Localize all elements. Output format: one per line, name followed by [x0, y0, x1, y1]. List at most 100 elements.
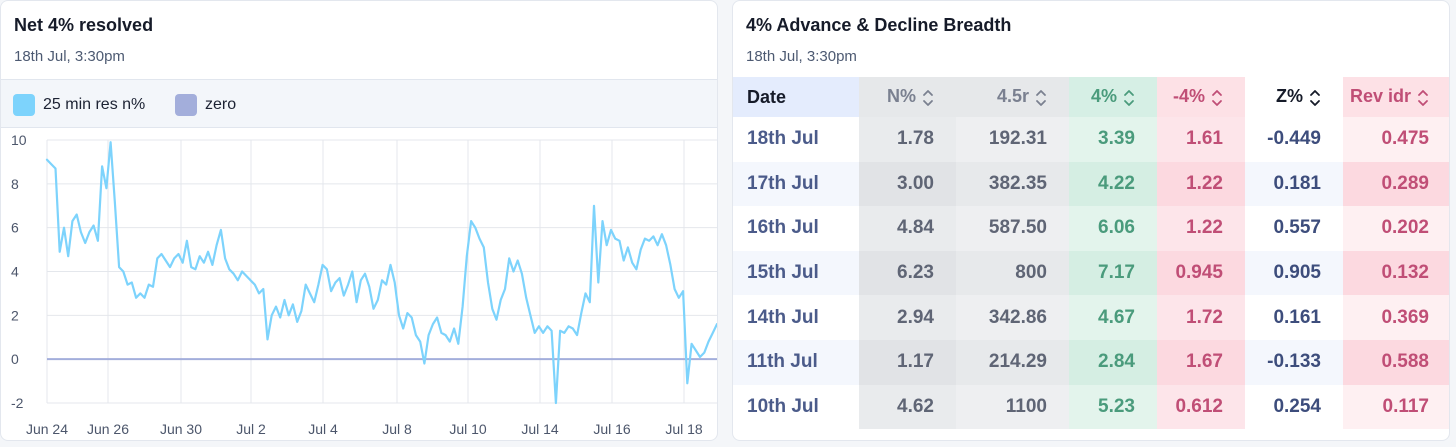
cell-date: 11th Jul	[733, 339, 859, 385]
cell-ratio-4-5: 342.86	[956, 295, 1069, 340]
cell-decline-4pct: 0.612	[1157, 384, 1245, 430]
cell-advance-4pct: 5.23	[1069, 384, 1157, 430]
column-header-label: N%	[886, 86, 916, 107]
cell-date: 18th Jul	[733, 117, 859, 162]
breadth-card: 4% Advance & Decline Breadth 18th Jul, 3…	[732, 0, 1450, 441]
x-tick-label: Jul 16	[593, 421, 631, 437]
cell-advance-4pct: 7.17	[1069, 250, 1157, 296]
cell-rev-idr: 0.289	[1343, 161, 1449, 207]
sort-chevron-icon	[1124, 89, 1134, 106]
cell-n-pct: 6.23	[859, 250, 956, 296]
net-resolved-card: Net 4% resolved 18th Jul, 3:30pm 25 min …	[0, 0, 718, 441]
x-tick-label: Jul 14	[521, 421, 559, 437]
cell-rev-idr: 0.202	[1343, 206, 1449, 251]
y-tick-label: 8	[11, 176, 19, 192]
cell-n-pct: 4.84	[859, 206, 956, 251]
cell-ratio-4-5: 1100	[956, 384, 1069, 430]
cell-ratio-4-5: 382.35	[956, 161, 1069, 207]
cell-advance-4pct: 4.67	[1069, 295, 1157, 340]
cell-decline-4pct: 1.22	[1157, 161, 1245, 207]
column-header-rev-idr[interactable]: Rev idr	[1343, 77, 1449, 117]
table-row[interactable]: 15th Jul 6.23 800 7.17 0.945 0.905 0.132	[733, 250, 1449, 296]
table-row[interactable]: 10th Jul 4.62 1100 5.23 0.612 0.254 0.117	[733, 384, 1449, 430]
legend-item-25min[interactable]: 25 min res n%	[13, 80, 145, 129]
column-header-date: Date	[733, 77, 859, 117]
x-tick-label: Jul 8	[382, 421, 412, 437]
sort-chevron-icon	[1036, 89, 1046, 106]
table-body: 18th Jul 1.78 192.31 3.39 1.61 -0.449 0.475 17t…	[733, 117, 1449, 430]
cell-rev-idr: 0.117	[1343, 384, 1449, 430]
x-tick-label: Jul 18	[665, 421, 703, 437]
column-header-label: Rev idr	[1349, 86, 1411, 107]
column-header-decline-4pct[interactable]: -4%	[1157, 77, 1245, 117]
cell-decline-4pct: 1.72	[1157, 295, 1245, 340]
cell-decline-4pct: 1.67	[1157, 339, 1245, 385]
x-tick-label: Jun 24	[26, 421, 68, 437]
cell-advance-4pct: 3.39	[1069, 117, 1157, 162]
sort-chevron-icon	[923, 89, 933, 106]
x-tick-label: Jul 4	[308, 421, 338, 437]
card-timestamp: 18th Jul, 3:30pm	[14, 48, 125, 65]
column-header-label: Z%	[1276, 86, 1303, 107]
cell-n-pct: 2.94	[859, 295, 956, 340]
cell-date: 10th Jul	[733, 384, 859, 430]
card-title: Net 4% resolved	[14, 15, 154, 35]
cell-date: 14th Jul	[733, 295, 859, 340]
cell-n-pct: 4.62	[859, 384, 956, 430]
column-header-ratio-4-5[interactable]: 4.5r	[956, 77, 1069, 117]
cell-rev-idr: 0.475	[1343, 117, 1449, 162]
column-header-label: Date	[747, 86, 787, 107]
sort-chevron-icon	[1418, 89, 1428, 106]
legend-swatch-zero	[175, 93, 197, 116]
column-header-n-pct[interactable]: N%	[859, 77, 956, 117]
table-row[interactable]: 17th Jul 3.00 382.35 4.22 1.22 0.181 0.289	[733, 161, 1449, 207]
column-header-label: 4%	[1090, 86, 1117, 107]
x-tick-label: Jul 2	[236, 421, 266, 437]
cell-decline-4pct: 1.22	[1157, 206, 1245, 251]
table-row[interactable]: 18th Jul 1.78 192.31 3.39 1.61 -0.449 0.475	[733, 117, 1449, 162]
cell-n-pct: 3.00	[859, 161, 956, 207]
y-tick-label: 6	[11, 220, 19, 236]
cell-ratio-4-5: 800	[956, 250, 1069, 296]
cell-z-pct: 0.905	[1245, 250, 1343, 296]
cell-ratio-4-5: 192.31	[956, 117, 1069, 162]
x-tick-label: Jun 26	[87, 421, 129, 437]
column-header-advance-4pct[interactable]: 4%	[1069, 77, 1157, 117]
cell-z-pct: 0.557	[1245, 206, 1343, 251]
column-header-label: -4%	[1172, 86, 1205, 107]
cell-date: 15th Jul	[733, 250, 859, 296]
legend-label: zero	[205, 95, 237, 113]
table-row[interactable]: 14th Jul 2.94 342.86 4.67 1.72 0.161 0.369	[733, 295, 1449, 340]
card-timestamp: 18th Jul, 3:30pm	[746, 48, 857, 65]
cell-decline-4pct: 0.945	[1157, 250, 1245, 296]
cell-advance-4pct: 6.06	[1069, 206, 1157, 251]
x-tick-label: Jun 30	[160, 421, 202, 437]
table-row[interactable]: 16th Jul 4.84 587.50 6.06 1.22 0.557 0.202	[733, 206, 1449, 251]
x-tick-label: Jul 10	[449, 421, 487, 437]
series-line-25min	[45, 141, 717, 405]
breadth-table: Date N% 4.5r 4% -4% Z% Rev idr 18th Jul 1.78 192…	[733, 77, 1449, 430]
column-header-z-pct[interactable]: Z%	[1245, 77, 1343, 117]
chart-legend: 25 min res n% zero	[1, 79, 717, 128]
y-tick-label: 10	[11, 132, 27, 148]
column-header-label: 4.5r	[996, 86, 1029, 107]
table-row[interactable]: 11th Jul 1.17 214.29 2.84 1.67 -0.133 0.588	[733, 339, 1449, 385]
cell-date: 16th Jul	[733, 206, 859, 251]
cell-z-pct: -0.133	[1245, 339, 1343, 385]
legend-swatch-25min	[13, 93, 35, 116]
cell-rev-idr: 0.132	[1343, 250, 1449, 296]
table-header-row: Date N% 4.5r 4% -4% Z% Rev idr	[733, 77, 1449, 117]
cell-decline-4pct: 1.61	[1157, 117, 1245, 162]
cell-z-pct: 0.161	[1245, 295, 1343, 340]
y-tick-label: 4	[11, 264, 19, 280]
cell-z-pct: 0.254	[1245, 384, 1343, 430]
cell-n-pct: 1.17	[859, 339, 956, 385]
legend-item-zero[interactable]: zero	[175, 80, 236, 129]
cell-n-pct: 1.78	[859, 117, 956, 162]
cell-z-pct: -0.449	[1245, 117, 1343, 162]
sort-chevron-icon	[1310, 89, 1320, 106]
cell-ratio-4-5: 214.29	[956, 339, 1069, 385]
legend-label: 25 min res n%	[43, 95, 146, 113]
cell-ratio-4-5: 587.50	[956, 206, 1069, 251]
